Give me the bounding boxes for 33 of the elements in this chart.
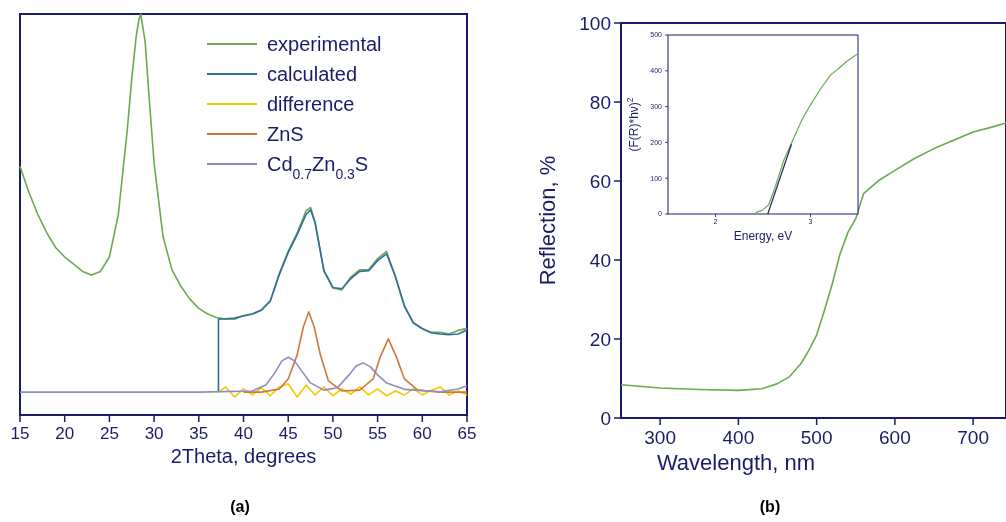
x-tick-label: 55	[368, 424, 388, 443]
y-tick-label: 20	[589, 328, 611, 350]
legend-label: Cd$_{0.7}$Zn$_{0.3}$S	[267, 153, 369, 182]
x-tick-label: 15	[10, 424, 30, 443]
y-tick-label: 60	[589, 170, 611, 192]
y-tick-label: 80	[589, 91, 611, 113]
x-axis-title: Energy, eV	[733, 229, 793, 243]
x-axis-title: Wavelength, nm	[656, 450, 816, 475]
x-tick-label: 35	[189, 424, 209, 443]
x-tick-label: 40	[234, 424, 253, 443]
x-tick-label: 30	[144, 424, 164, 443]
text: (b)	[759, 498, 781, 515]
x-tick-label: 45	[278, 424, 298, 443]
y-axis-title: Reflection, %	[535, 155, 560, 286]
legend-label: experimental	[267, 33, 382, 55]
x-tick-label: 600	[879, 427, 911, 448]
x-tick-label: 700	[957, 427, 989, 448]
x-tick-label: 25	[99, 424, 119, 443]
x-tick-label: 500	[800, 427, 833, 448]
y-tick-label: 0	[600, 407, 611, 429]
x-axis-title: 2Theta, degrees	[170, 445, 317, 467]
x-tick-label: 400	[722, 427, 755, 448]
x-tick-label: 65	[457, 424, 477, 443]
line-series	[754, 53, 858, 214]
x-tick-label: 20	[55, 424, 75, 443]
legend-label: ZnS	[267, 123, 304, 145]
y-tick-label: 40	[589, 249, 611, 271]
legend-label: difference	[267, 93, 355, 115]
text: (a)	[230, 498, 250, 515]
legend-label: calculated	[267, 63, 358, 85]
y-tick-label: 100	[579, 12, 611, 34]
x-tick-label: 50	[323, 424, 343, 443]
x-tick-label: 60	[412, 424, 432, 443]
